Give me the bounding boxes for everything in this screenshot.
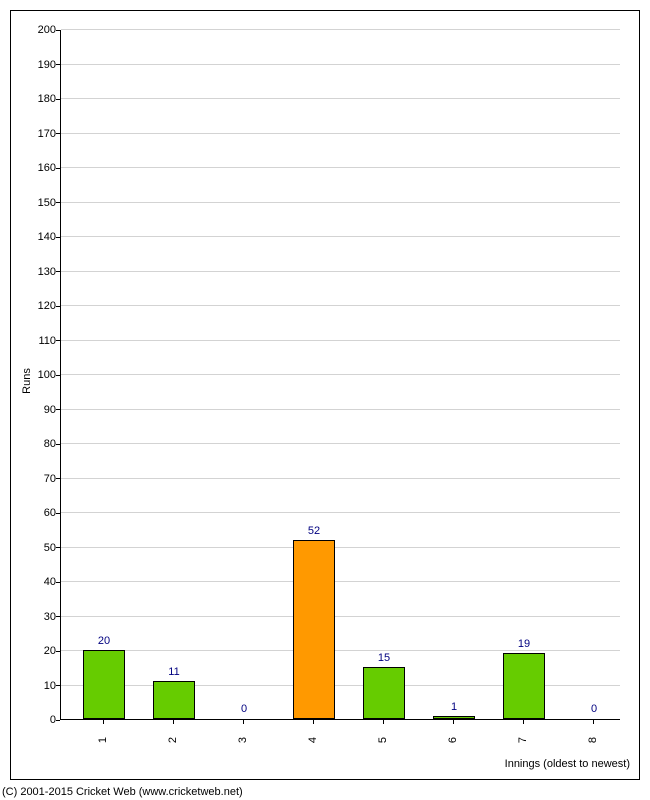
bar-value-label: 0	[573, 703, 615, 715]
y-tick	[56, 616, 60, 617]
y-tick-label: 60	[16, 507, 56, 519]
y-tick	[56, 202, 60, 203]
y-tick	[56, 720, 60, 721]
x-tick	[593, 720, 594, 724]
y-tick	[56, 651, 60, 652]
bar: 19	[503, 653, 545, 719]
gridline	[61, 305, 620, 306]
y-tick	[56, 30, 60, 31]
bar: 52	[293, 540, 335, 719]
x-tick	[383, 720, 384, 724]
y-tick-label: 10	[16, 680, 56, 692]
gridline	[61, 512, 620, 513]
gridline	[61, 167, 620, 168]
y-tick	[56, 340, 60, 341]
gridline	[61, 478, 620, 479]
y-tick-label: 150	[16, 197, 56, 209]
y-tick-label: 70	[16, 473, 56, 485]
y-tick-label: 200	[16, 24, 56, 36]
gridline	[61, 547, 620, 548]
bar-value-label: 15	[364, 652, 404, 664]
y-tick-label: 0	[16, 714, 56, 726]
x-tick-label: 3	[237, 730, 249, 750]
y-tick	[56, 685, 60, 686]
x-tick	[453, 720, 454, 724]
y-tick	[56, 547, 60, 548]
bar-value-label: 19	[504, 638, 544, 650]
bar-value-label: 1	[434, 701, 474, 713]
gridline	[61, 98, 620, 99]
bar: 1	[433, 716, 475, 719]
gridline	[61, 340, 620, 341]
x-tick-label: 4	[307, 730, 319, 750]
y-tick-label: 100	[16, 369, 56, 381]
y-tick-label: 160	[16, 162, 56, 174]
gridline	[61, 133, 620, 134]
y-tick-label: 190	[16, 59, 56, 71]
bar-value-label: 20	[84, 635, 124, 647]
gridline	[61, 29, 620, 30]
bar-value-label: 11	[154, 666, 194, 678]
x-tick-label: 2	[167, 730, 179, 750]
y-tick-label: 180	[16, 93, 56, 105]
x-tick	[243, 720, 244, 724]
x-tick-label: 7	[517, 730, 529, 750]
x-tick-label: 5	[377, 730, 389, 750]
y-tick	[56, 133, 60, 134]
gridline	[61, 374, 620, 375]
x-tick-label: 6	[447, 730, 459, 750]
bar-value-label: 0	[223, 703, 265, 715]
y-tick-label: 50	[16, 542, 56, 554]
y-tick-label: 40	[16, 576, 56, 588]
y-tick-label: 90	[16, 404, 56, 416]
y-tick	[56, 409, 60, 410]
x-tick-label: 1	[97, 730, 109, 750]
bar: 11	[153, 681, 195, 719]
y-tick	[56, 168, 60, 169]
y-tick-label: 20	[16, 645, 56, 657]
y-tick-label: 30	[16, 611, 56, 623]
y-tick	[56, 271, 60, 272]
x-tick	[313, 720, 314, 724]
y-tick	[56, 306, 60, 307]
y-tick	[56, 513, 60, 514]
x-tick	[523, 720, 524, 724]
bar: 15	[363, 667, 405, 719]
y-tick-label: 120	[16, 300, 56, 312]
y-tick	[56, 444, 60, 445]
y-tick	[56, 99, 60, 100]
x-tick	[173, 720, 174, 724]
gridline	[61, 616, 620, 617]
y-tick	[56, 478, 60, 479]
gridline	[61, 64, 620, 65]
y-tick	[56, 375, 60, 376]
y-tick	[56, 582, 60, 583]
y-tick	[56, 64, 60, 65]
y-tick	[56, 237, 60, 238]
bar-value-label: 52	[294, 525, 334, 537]
gridline	[61, 581, 620, 582]
x-tick-label: 8	[587, 730, 599, 750]
y-tick-label: 170	[16, 128, 56, 140]
gridline	[61, 202, 620, 203]
chart-container: 2011052151190 Runs Innings (oldest to ne…	[0, 0, 650, 800]
y-tick-label: 80	[16, 438, 56, 450]
gridline	[61, 236, 620, 237]
gridline	[61, 409, 620, 410]
x-tick	[103, 720, 104, 724]
y-tick-label: 130	[16, 266, 56, 278]
gridline	[61, 271, 620, 272]
gridline	[61, 443, 620, 444]
x-axis-label: Innings (oldest to newest)	[505, 758, 630, 770]
y-tick-label: 110	[16, 335, 56, 347]
plot-area: 20 11 0 52 15 1 19 0	[60, 30, 620, 720]
y-tick-label: 140	[16, 231, 56, 243]
copyright-text: (C) 2001-2015 Cricket Web (www.cricketwe…	[2, 786, 243, 798]
bar: 20	[83, 650, 125, 719]
